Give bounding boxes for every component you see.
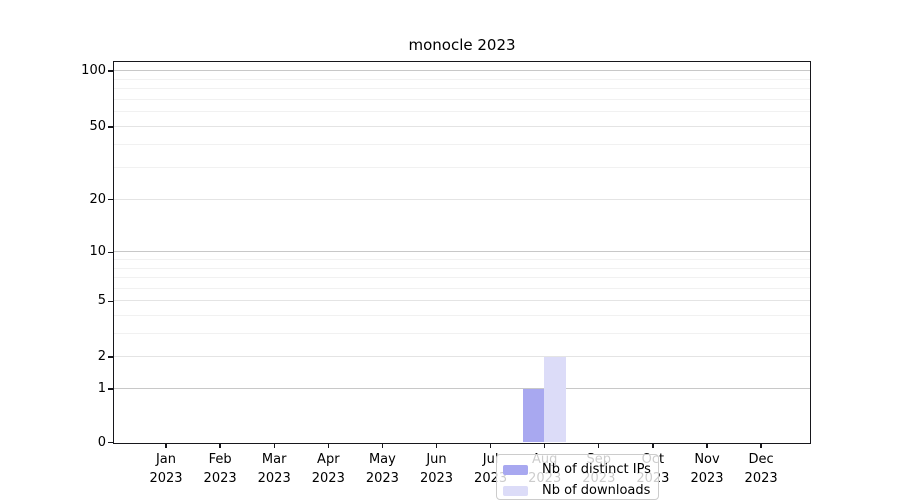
- x-tick-mark: [165, 442, 167, 448]
- gridline-minor: [114, 259, 810, 261]
- x-tick-month: Jun: [426, 452, 447, 467]
- y-tick-mark: [108, 251, 113, 253]
- legend-label-downloads: Nb of downloads: [542, 483, 651, 498]
- x-tick-label: Dec 2023: [729, 450, 793, 488]
- x-tick-mark: [489, 442, 492, 448]
- x-tick-label: Jun 2023: [405, 450, 469, 488]
- legend-entry-downloads: Nb of downloads: [503, 481, 658, 500]
- gridline-minor: [114, 78, 810, 80]
- gridline-minor: [114, 111, 810, 113]
- y-tick-mark: [108, 441, 113, 444]
- x-tick-mark: [760, 442, 762, 448]
- y-tick-label: 1: [97, 381, 106, 397]
- x-tick-mark: [381, 442, 384, 448]
- gridline-major: [114, 356, 810, 358]
- gridline-minor: [114, 277, 810, 279]
- y-tick-mark: [108, 198, 113, 201]
- y-tick-mark: [108, 356, 113, 358]
- x-tick-label: Apr 2023: [296, 450, 360, 488]
- gridline-major: [114, 70, 810, 72]
- x-tick-month: Feb: [208, 452, 232, 467]
- chart-title: monocle 2023: [408, 36, 516, 54]
- x-tick-label: May 2023: [350, 450, 414, 488]
- gridline-major: [114, 251, 810, 253]
- gridline-minor: [114, 166, 810, 168]
- gridline-minor: [114, 267, 810, 269]
- x-tick-year: 2023: [419, 471, 454, 486]
- x-tick-month: Jan: [155, 452, 177, 467]
- y-tick-label: 10: [89, 244, 106, 260]
- y-tick-label: 50: [89, 119, 106, 135]
- y-tick-label: 0: [97, 434, 106, 450]
- x-tick-mark: [544, 442, 546, 448]
- bar-distinct-ips: [522, 388, 545, 442]
- x-tick-mark: [327, 442, 329, 448]
- gridline-minor: [114, 143, 810, 145]
- x-tick-label: Mar 2023: [242, 450, 306, 488]
- gridline-minor: [114, 287, 810, 289]
- x-tick-month: Nov: [694, 452, 720, 467]
- legend-label-distinct-ips: Nb of distinct IPs: [542, 462, 651, 477]
- y-tick-mark: [108, 70, 113, 72]
- gridline-minor: [114, 98, 810, 100]
- x-tick-year: 2023: [744, 471, 778, 486]
- x-tick-mark: [598, 442, 600, 448]
- gridline-minor: [114, 333, 810, 335]
- x-tick-mark: [706, 442, 708, 448]
- legend-entry-distinct-ips: Nb of distinct IPs: [503, 460, 658, 479]
- bar-downloads: [544, 356, 566, 442]
- x-tick-label: Nov 2023: [675, 450, 739, 488]
- legend-swatch-downloads: [503, 485, 528, 496]
- x-tick-mark: [273, 442, 275, 448]
- x-tick-mark: [219, 442, 221, 448]
- y-tick-label: 20: [89, 191, 106, 207]
- x-tick-year: 2023: [203, 471, 237, 486]
- gridline-major: [114, 126, 810, 128]
- gridline-major: [114, 300, 810, 302]
- legend-swatch-distinct-ips: [503, 464, 528, 475]
- plot-area: Nb of distinct IPs Nb of downloads: [113, 61, 811, 500]
- x-tick-mark: [652, 442, 654, 448]
- x-tick-year: 2023: [149, 471, 183, 486]
- y-tick-mark: [108, 388, 113, 390]
- x-tick-month: Apr: [317, 452, 340, 467]
- x-tick-year: 2023: [690, 471, 724, 486]
- x-tick-month: Dec: [748, 452, 774, 467]
- legend: Nb of distinct IPs Nb of downloads: [496, 454, 659, 500]
- y-tick-label: 100: [81, 63, 106, 79]
- gridline-major: [114, 388, 810, 390]
- x-tick-year: 2023: [257, 471, 291, 486]
- x-tick-month: Jul: [482, 452, 499, 467]
- x-tick-year: 2023: [365, 471, 399, 486]
- x-tick-label: Feb 2023: [188, 450, 252, 488]
- y-tick-label: 2: [97, 349, 106, 365]
- gridline-minor: [114, 88, 810, 90]
- x-tick-month: Mar: [261, 452, 287, 467]
- gridline-major: [114, 198, 810, 200]
- y-tick-mark: [108, 126, 113, 128]
- gridline-minor: [114, 315, 810, 317]
- x-tick-label: Jan 2023: [134, 450, 198, 488]
- x-tick-year: 2023: [311, 471, 345, 486]
- x-tick-month: May: [368, 452, 396, 467]
- y-tick-label: 5: [97, 293, 106, 309]
- x-tick-mark: [435, 442, 438, 448]
- y-tick-mark: [108, 300, 113, 303]
